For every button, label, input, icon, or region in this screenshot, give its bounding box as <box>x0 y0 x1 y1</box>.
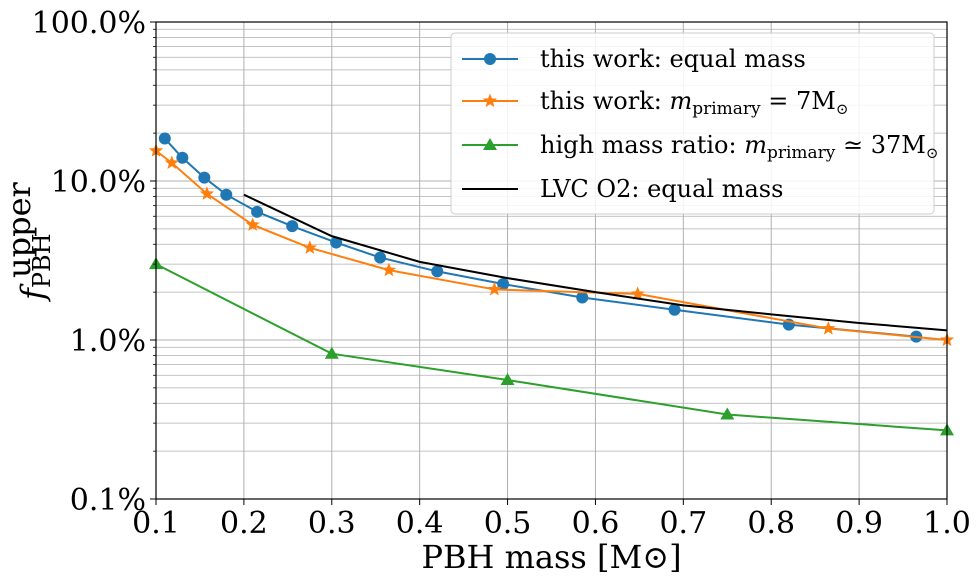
legend-label: high mass ratio: mprimary ≃ 37M⊙ <box>540 131 938 163</box>
legend-entry: high mass ratio: mprimary ≃ 37M⊙ <box>462 131 938 163</box>
series-2 <box>149 257 954 436</box>
legend-label: LVC O2: equal mass <box>540 175 783 203</box>
series-layer <box>148 132 955 436</box>
x-tick-label: 0.4 <box>396 506 444 541</box>
x-tick-label: 0.6 <box>572 506 620 541</box>
data-point <box>164 155 179 169</box>
data-point <box>487 281 502 296</box>
legend-entry: this work: equal mass <box>462 45 806 73</box>
series-3 <box>243 193 948 332</box>
data-point <box>500 373 515 386</box>
y-tick-label: 100.0% <box>32 6 146 41</box>
data-point <box>576 291 589 304</box>
x-axis-title: PBH mass [M⊙] <box>421 538 681 576</box>
legend-marker <box>483 138 497 150</box>
series-line <box>243 193 948 332</box>
legend-entry: this work: mprimary = 7M⊙ <box>462 87 848 119</box>
data-point <box>245 217 260 231</box>
legend: this work: equal mass this work: mprimary… <box>450 32 938 215</box>
data-point <box>324 346 339 359</box>
data-point <box>286 220 299 233</box>
y-tick-label: 10.0% <box>51 165 146 200</box>
data-point <box>330 236 343 249</box>
series-0 <box>158 132 923 343</box>
y-axis-title: fPBH upper <box>0 181 56 302</box>
y-axis-title-sup: upper <box>0 181 38 278</box>
x-tick-label: 0.1 <box>132 506 180 541</box>
ticks: 0.1 0.2 0.3 0.4 0.5 0.6 0.7 0.8 0.9 1.0 0.1% 1.0% 10… <box>32 6 971 541</box>
data-point <box>158 132 171 145</box>
legend-marker <box>484 53 496 65</box>
data-point <box>220 188 233 201</box>
data-point <box>374 251 387 264</box>
data-point <box>720 407 735 420</box>
x-tick-label: 0.3 <box>308 506 356 541</box>
x-tick-label: 0.7 <box>659 506 707 541</box>
data-point <box>251 205 264 218</box>
x-tick-label: 1.0 <box>923 506 971 541</box>
data-point <box>302 240 317 254</box>
x-tick-label: 0.5 <box>484 506 532 541</box>
legend-entry: LVC O2: equal mass <box>462 175 783 203</box>
data-point <box>198 171 211 184</box>
y-tick-label: 1.0% <box>70 324 146 359</box>
plot-frame <box>155 21 948 500</box>
data-point <box>431 265 444 278</box>
data-point <box>668 303 681 316</box>
y-axis-title-sub: PBH <box>28 233 56 288</box>
legend-label: this work: equal mass <box>540 45 806 73</box>
x-tick-label: 0.8 <box>747 506 795 541</box>
legend-marker <box>482 93 498 108</box>
legend-box <box>450 32 935 215</box>
y-tick-label: 0.1% <box>70 483 146 518</box>
data-point <box>630 286 645 300</box>
data-point <box>199 186 215 200</box>
x-tick-label: 0.2 <box>220 506 268 541</box>
data-point <box>821 321 836 335</box>
data-point <box>381 262 397 277</box>
data-point <box>176 151 189 164</box>
legend-label: this work: mprimary = 7M⊙ <box>540 87 848 119</box>
x-axis-title-text: PBH mass [M⊙] <box>421 538 681 576</box>
x-tick-label: 0.9 <box>835 506 883 541</box>
data-point <box>497 278 510 291</box>
